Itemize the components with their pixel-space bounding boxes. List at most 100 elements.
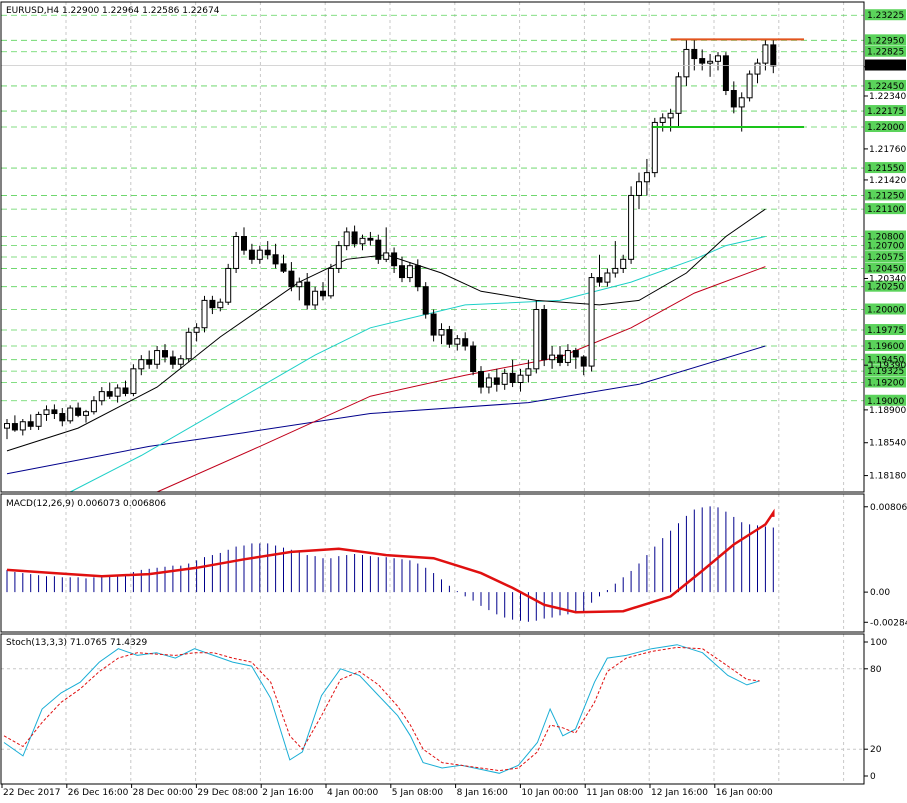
candles-layer[interactable] (4, 39, 777, 440)
candle-bullish[interactable] (335, 245, 342, 269)
candle-bullish[interactable] (359, 237, 366, 245)
candle-bullish[interactable] (193, 327, 200, 333)
candle-bullish[interactable] (643, 172, 650, 183)
candle-bullish[interactable] (612, 267, 619, 274)
candle-bullish[interactable] (217, 301, 224, 309)
candle-bearish[interactable] (351, 231, 358, 245)
candle-bearish[interactable] (75, 407, 82, 416)
candle-bullish[interactable] (485, 377, 492, 388)
candle-bullish[interactable] (4, 423, 10, 429)
candle-bearish[interactable] (59, 413, 66, 422)
candle-bullish[interactable] (588, 277, 595, 367)
candle-bullish[interactable] (517, 374, 524, 384)
candle-bullish[interactable] (343, 231, 350, 247)
candle-bullish[interactable] (67, 407, 74, 422)
candle-bearish[interactable] (462, 338, 469, 347)
candle-bullish[interactable] (138, 359, 145, 370)
candle-bearish[interactable] (391, 252, 398, 267)
candle-bullish[interactable] (683, 48, 690, 78)
candle-bullish[interactable] (43, 409, 50, 415)
candle-bullish[interactable] (620, 258, 627, 269)
candle-bearish[interactable] (122, 387, 129, 394)
candle-bullish[interactable] (549, 354, 556, 361)
candle-bullish[interactable] (762, 44, 769, 64)
candle-bullish[interactable] (738, 97, 745, 108)
candle-bullish[interactable] (651, 121, 658, 174)
candle-bullish[interactable] (201, 299, 208, 329)
candle-bullish[interactable] (533, 309, 540, 370)
candle-bearish[interactable] (446, 329, 453, 345)
candle-bearish[interactable] (288, 270, 295, 288)
candle-bearish[interactable] (770, 44, 777, 67)
candle-bearish[interactable] (280, 263, 287, 272)
candle-bearish[interactable] (430, 313, 437, 336)
candle-bullish[interactable] (130, 368, 137, 394)
candle-bullish[interactable] (438, 329, 445, 336)
candle-bullish[interactable] (707, 60, 714, 64)
candle-bearish[interactable] (557, 354, 563, 363)
candle-bullish[interactable] (35, 413, 42, 427)
candle-bearish[interactable] (272, 254, 279, 265)
candle-bearish[interactable] (320, 290, 326, 297)
candle-bullish[interactable] (312, 290, 319, 306)
candle-bullish[interactable] (83, 411, 89, 416)
candle-bullish[interactable] (636, 181, 642, 196)
candle-bullish[interactable] (406, 265, 413, 279)
candle-bullish[interactable] (525, 368, 532, 376)
candle-bearish[interactable] (51, 409, 58, 415)
candle-bearish[interactable] (470, 345, 477, 373)
candle-bearish[interactable] (399, 265, 405, 279)
candle-bearish[interactable] (375, 239, 382, 260)
candle-bearish[interactable] (248, 249, 255, 260)
candle-bearish[interactable] (722, 55, 729, 92)
candle-bearish[interactable] (422, 286, 429, 315)
candle-bullish[interactable] (225, 267, 232, 303)
candle-bullish[interactable] (233, 236, 240, 269)
candle-bullish[interactable] (185, 331, 192, 360)
candle-bullish[interactable] (746, 73, 753, 99)
candle-bullish[interactable] (715, 55, 721, 62)
candle-bullish[interactable] (90, 400, 97, 413)
candle-bearish[interactable] (414, 265, 421, 288)
candle-bullish[interactable] (154, 350, 161, 365)
candle-bullish[interactable] (667, 112, 674, 119)
candle-bearish[interactable] (169, 356, 176, 365)
candle-bullish[interactable] (19, 421, 26, 431)
candle-bearish[interactable] (691, 48, 698, 60)
candle-bullish[interactable] (177, 358, 184, 365)
candle-bearish[interactable] (699, 58, 706, 64)
candle-bullish[interactable] (501, 372, 508, 385)
candle-bearish[interactable] (27, 421, 34, 427)
candle-bearish[interactable] (241, 236, 247, 251)
candle-bearish[interactable] (209, 299, 216, 309)
candle-bearish[interactable] (162, 350, 168, 358)
candle-bearish[interactable] (304, 281, 311, 306)
candle-bullish[interactable] (383, 252, 390, 260)
candle-bearish[interactable] (367, 237, 374, 241)
candle-bearish[interactable] (11, 423, 18, 431)
candle-bullish[interactable] (98, 391, 105, 402)
candle-bearish[interactable] (572, 350, 579, 358)
candle-bullish[interactable] (564, 350, 571, 363)
candle-bullish[interactable] (296, 281, 303, 288)
candle-bearish[interactable] (106, 391, 113, 397)
candle-bullish[interactable] (327, 267, 334, 297)
candle-bearish[interactable] (493, 377, 500, 385)
candle-bullish[interactable] (604, 272, 611, 283)
candle-bearish[interactable] (730, 90, 737, 108)
candle-bearish[interactable] (541, 309, 548, 361)
candle-bearish[interactable] (580, 356, 587, 367)
candle-bullish[interactable] (256, 249, 263, 260)
candle-bearish[interactable] (146, 359, 153, 365)
candle-bearish[interactable] (264, 249, 271, 256)
candle-bullish[interactable] (454, 338, 461, 345)
candle-bullish[interactable] (754, 62, 761, 75)
candle-bullish[interactable] (675, 76, 682, 114)
candle-bullish[interactable] (628, 194, 635, 260)
candle-bearish[interactable] (596, 277, 603, 283)
candle-bullish[interactable] (659, 117, 666, 123)
candle-bearish[interactable] (478, 371, 484, 388)
candle-bearish[interactable] (509, 372, 516, 384)
candle-bullish[interactable] (114, 387, 121, 397)
